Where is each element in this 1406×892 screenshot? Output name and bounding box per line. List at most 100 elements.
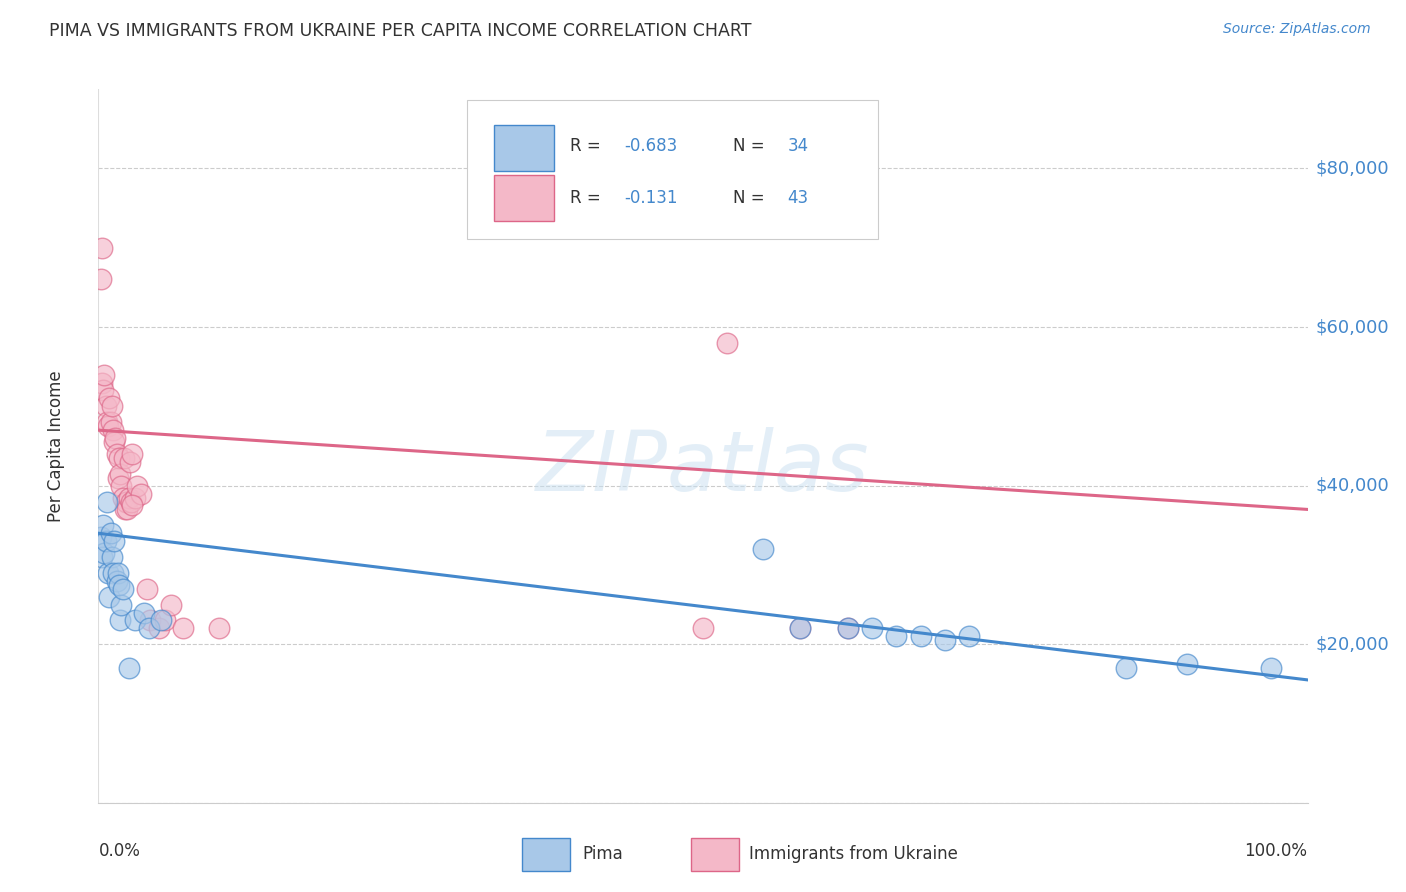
Point bbox=[100, 526, 122, 541]
Point bbox=[96, 415, 118, 429]
Point bbox=[103, 534, 125, 549]
Point bbox=[153, 614, 176, 628]
Point bbox=[98, 392, 121, 406]
Point bbox=[934, 633, 956, 648]
Text: Pima: Pima bbox=[582, 846, 623, 863]
FancyBboxPatch shape bbox=[494, 125, 554, 171]
Point bbox=[91, 549, 114, 564]
Point bbox=[111, 491, 134, 505]
Point bbox=[100, 400, 122, 414]
Point bbox=[1260, 661, 1282, 675]
Point bbox=[135, 582, 157, 596]
Point bbox=[103, 435, 125, 450]
Point bbox=[860, 621, 883, 635]
Text: $40,000: $40,000 bbox=[1316, 476, 1389, 495]
Text: -0.131: -0.131 bbox=[624, 189, 678, 207]
Point bbox=[90, 530, 112, 544]
Point bbox=[127, 478, 149, 492]
Point bbox=[150, 614, 173, 628]
Point bbox=[208, 621, 231, 635]
Point bbox=[837, 621, 859, 635]
Point bbox=[789, 621, 811, 635]
Point bbox=[134, 606, 156, 620]
Point bbox=[91, 384, 114, 398]
Text: ZIPatlas: ZIPatlas bbox=[536, 427, 870, 508]
Point bbox=[115, 494, 138, 508]
Point bbox=[160, 598, 183, 612]
Point bbox=[124, 614, 146, 628]
Text: PIMA VS IMMIGRANTS FROM UKRAINE PER CAPITA INCOME CORRELATION CHART: PIMA VS IMMIGRANTS FROM UKRAINE PER CAPI… bbox=[49, 22, 752, 40]
Point bbox=[129, 486, 152, 500]
Point bbox=[105, 447, 128, 461]
Text: R =: R = bbox=[569, 189, 612, 207]
Point bbox=[108, 614, 131, 628]
Text: 0.0%: 0.0% bbox=[98, 842, 141, 860]
Point bbox=[91, 241, 114, 255]
Point bbox=[789, 621, 811, 635]
Point bbox=[98, 590, 121, 604]
Point bbox=[100, 415, 122, 429]
Text: R =: R = bbox=[569, 137, 606, 155]
Point bbox=[1115, 661, 1137, 675]
Point bbox=[94, 400, 117, 414]
Point bbox=[752, 542, 775, 557]
Point bbox=[100, 549, 122, 564]
Point bbox=[97, 566, 120, 580]
Point bbox=[94, 534, 117, 549]
FancyBboxPatch shape bbox=[690, 838, 740, 871]
Point bbox=[112, 450, 135, 465]
Point bbox=[91, 376, 114, 390]
Point bbox=[139, 614, 162, 628]
Text: N =: N = bbox=[734, 189, 770, 207]
Point bbox=[716, 335, 738, 350]
Point bbox=[121, 499, 143, 513]
FancyBboxPatch shape bbox=[522, 838, 569, 871]
Point bbox=[120, 494, 142, 508]
Point bbox=[91, 518, 114, 533]
Point bbox=[886, 629, 908, 643]
Text: -0.683: -0.683 bbox=[624, 137, 678, 155]
Point bbox=[93, 546, 115, 560]
Text: N =: N = bbox=[734, 137, 770, 155]
Point bbox=[837, 621, 859, 635]
Text: Source: ZipAtlas.com: Source: ZipAtlas.com bbox=[1223, 22, 1371, 37]
Text: 100.0%: 100.0% bbox=[1244, 842, 1308, 860]
Point bbox=[101, 566, 124, 580]
Point bbox=[97, 419, 120, 434]
Point bbox=[121, 447, 143, 461]
Point bbox=[118, 455, 141, 469]
Text: $20,000: $20,000 bbox=[1316, 635, 1389, 653]
Point bbox=[111, 582, 134, 596]
Text: $80,000: $80,000 bbox=[1316, 160, 1389, 178]
Point bbox=[96, 494, 118, 508]
Point bbox=[124, 491, 146, 505]
Point bbox=[93, 368, 115, 382]
Point bbox=[117, 502, 139, 516]
Point bbox=[148, 621, 170, 635]
Point bbox=[910, 629, 932, 643]
Text: Per Capita Income: Per Capita Income bbox=[46, 370, 65, 522]
Point bbox=[138, 621, 160, 635]
Text: Immigrants from Ukraine: Immigrants from Ukraine bbox=[749, 846, 957, 863]
Point bbox=[172, 621, 194, 635]
Point bbox=[1175, 657, 1198, 671]
Point bbox=[108, 467, 131, 481]
Point bbox=[108, 578, 131, 592]
FancyBboxPatch shape bbox=[467, 100, 879, 239]
Point bbox=[105, 574, 128, 588]
Point bbox=[118, 661, 141, 675]
Point bbox=[90, 272, 112, 286]
Point bbox=[101, 423, 124, 437]
Point bbox=[110, 478, 132, 492]
Point bbox=[692, 621, 714, 635]
Point bbox=[104, 431, 127, 445]
Point bbox=[118, 491, 141, 505]
Point bbox=[114, 502, 136, 516]
Point bbox=[110, 598, 132, 612]
FancyBboxPatch shape bbox=[494, 175, 554, 221]
Text: $60,000: $60,000 bbox=[1316, 318, 1389, 336]
Point bbox=[107, 471, 129, 485]
Point bbox=[107, 566, 129, 580]
Point bbox=[108, 450, 131, 465]
Text: 34: 34 bbox=[787, 137, 808, 155]
